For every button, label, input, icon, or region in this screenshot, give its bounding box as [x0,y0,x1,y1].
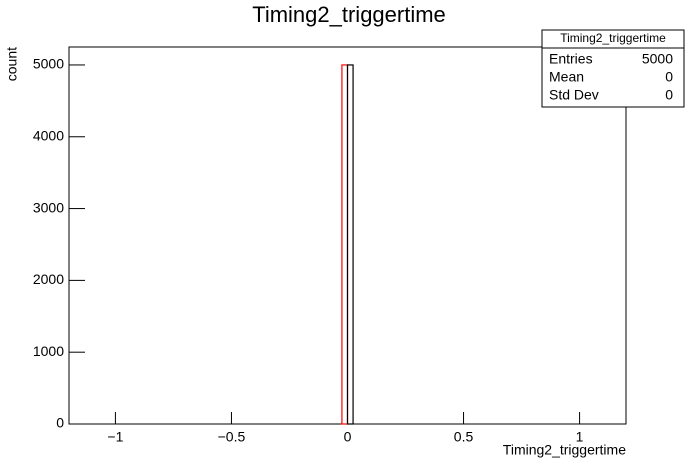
stats-frame [541,29,685,108]
stats-label: Std Dev [549,87,599,103]
stats-box: Timing2_triggertime Entries 5000 Mean 0 Std … [541,29,685,108]
y-tick-label: 3000 [33,199,64,215]
histogram-bar [346,64,354,425]
y-tick-label: 0 [56,415,64,431]
x-tick-label: 0 [344,429,352,445]
y-axis-title: count [4,47,20,81]
y-tick-label: 1000 [33,343,64,359]
stats-value: 0 [665,69,673,85]
stats-value: 0 [665,87,673,103]
y-tick-label: 2000 [33,271,64,287]
y-tick-label: 4000 [33,127,64,143]
x-tick-label: 1 [576,429,584,445]
chart-title: Timing2_triggertime [252,2,446,27]
stats-title: Timing2_triggertime [560,31,666,45]
x-axis-title: Timing2_triggertime [503,442,626,458]
x-tick-label: 0.5 [454,429,474,445]
y-tick-label: 5000 [33,56,64,72]
stats-label: Mean [549,69,584,85]
stats-value: 5000 [642,51,673,67]
x-tick-label: −0.5 [218,429,246,445]
x-tick-label: −1 [107,429,123,445]
stats-label: Entries [549,51,593,67]
